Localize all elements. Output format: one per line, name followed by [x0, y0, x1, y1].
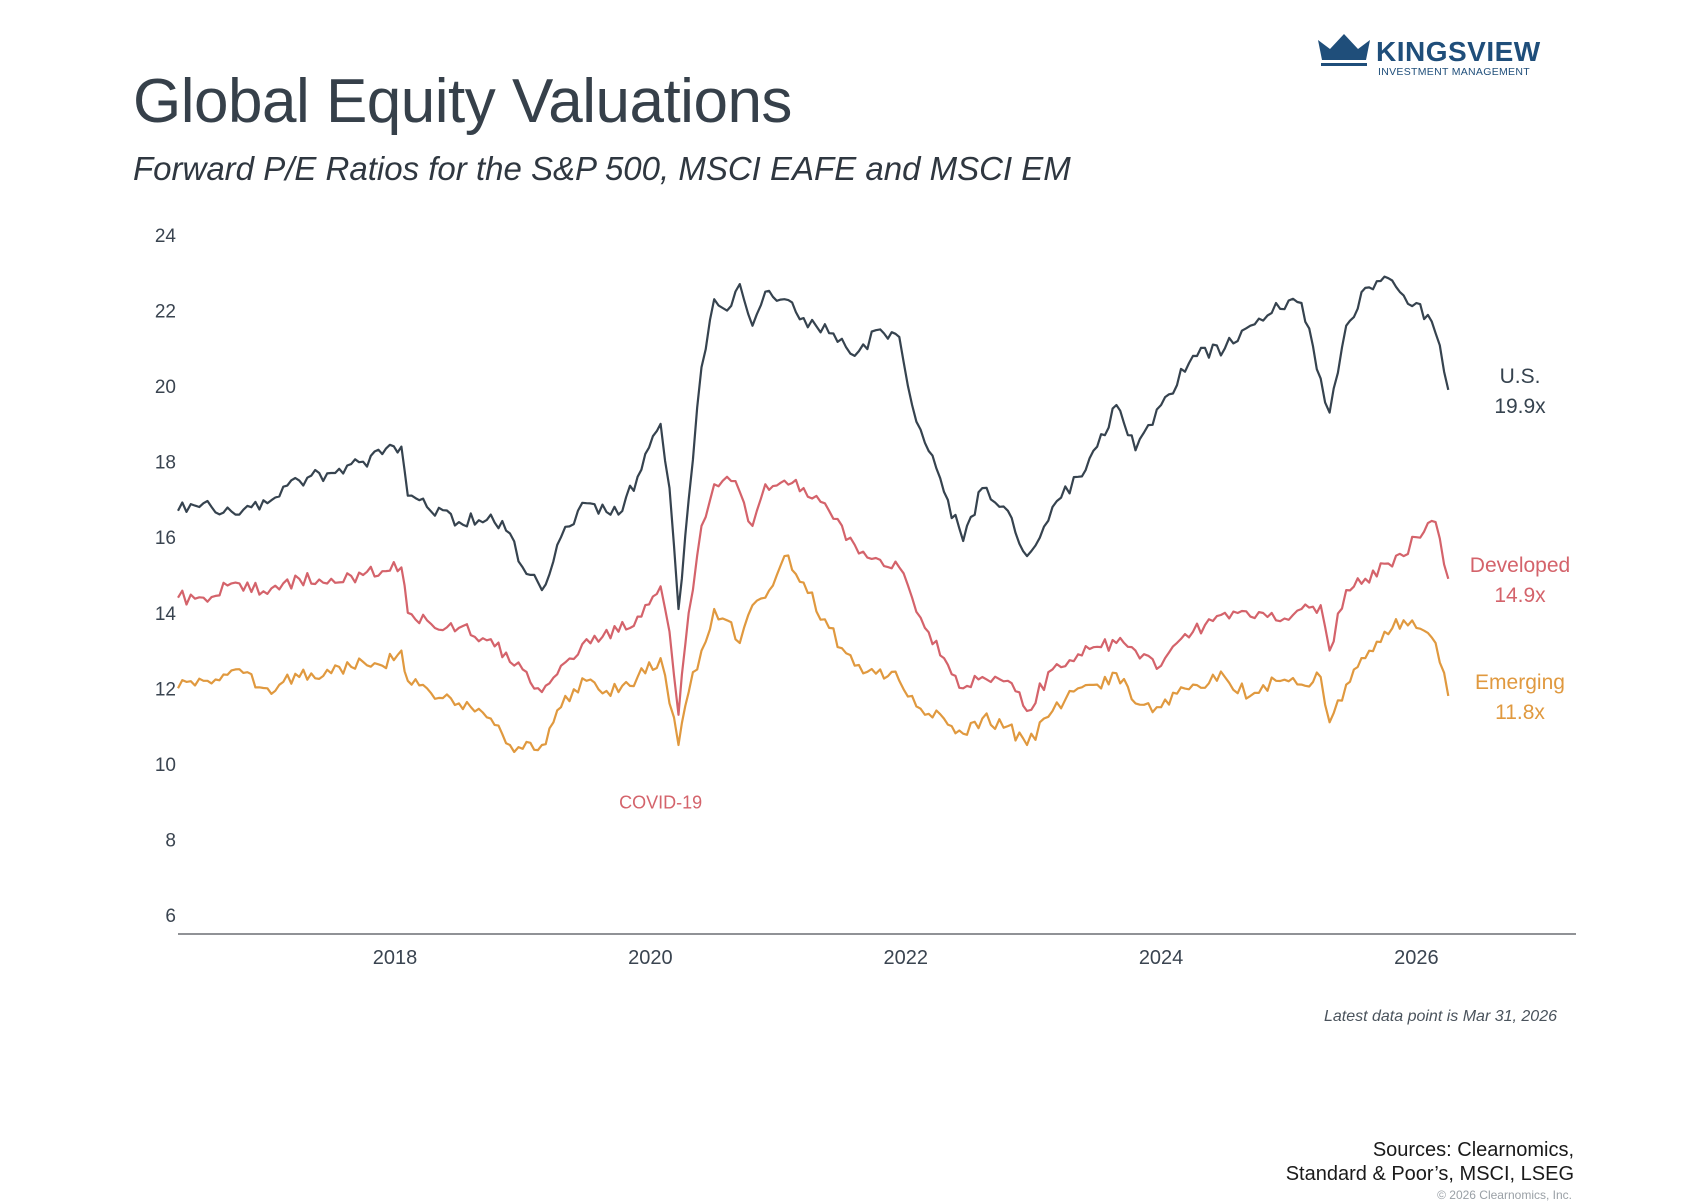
x-tick-label: 2022 [883, 947, 928, 969]
y-tick-label: 22 [155, 302, 176, 323]
series-value-label: 11.8x [1495, 701, 1545, 724]
series-line-emerging [178, 556, 1448, 753]
x-tick-label: 2026 [1394, 947, 1439, 969]
series-labels: U.S. 19.9x Developed 14.9x Emerging 11.8x [1470, 365, 1570, 724]
series-label: Emerging [1475, 671, 1565, 694]
sources-line-1: Sources: Clearnomics, [1286, 1138, 1574, 1162]
series-value-label: 14.9x [1494, 584, 1546, 607]
series-label: Developed [1470, 554, 1570, 577]
latest-data-note: Latest data point is Mar 31, 2026 [1324, 1008, 1557, 1026]
x-tick-label: 2024 [1139, 947, 1184, 969]
y-tick-label: 14 [155, 604, 177, 625]
series-label: U.S. [1500, 365, 1541, 388]
sources-line-2: Standard & Poor’s, MSCI, LSEG [1286, 1162, 1574, 1186]
y-tick-label: 6 [165, 906, 176, 927]
series-line-us [178, 277, 1448, 609]
x-tick-label: 2020 [628, 947, 673, 969]
y-axis: 6 8 10 12 14 16 18 20 22 24 [155, 226, 177, 927]
series-layer [178, 277, 1448, 752]
y-tick-label: 8 [165, 830, 176, 851]
y-tick-label: 12 [155, 679, 176, 700]
y-tick-label: 24 [155, 226, 177, 247]
y-tick-label: 20 [155, 377, 176, 398]
covid-annotation: COVID-19 [619, 793, 702, 813]
sources-note: Sources: Clearnomics, Standard & Poor’s,… [1286, 1138, 1574, 1186]
chart-annotations: COVID-19 [619, 793, 702, 813]
y-tick-label: 10 [155, 755, 176, 776]
x-tick-label: 2018 [373, 947, 418, 969]
x-axis: 2018 2020 2022 2024 2026 [178, 934, 1576, 969]
y-tick-label: 18 [155, 453, 176, 474]
series-value-label: 19.9x [1494, 395, 1546, 418]
y-tick-label: 16 [155, 528, 176, 549]
